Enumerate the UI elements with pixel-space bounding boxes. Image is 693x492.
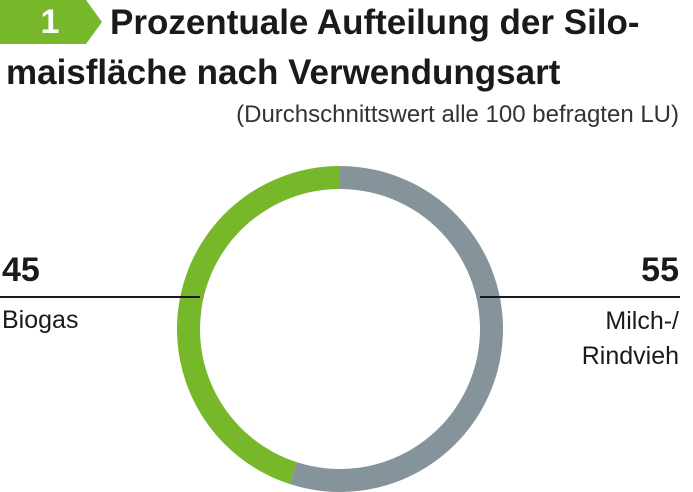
- donut-slice-milch-rindvieh: [289, 166, 503, 492]
- chart-title-line-1: Prozentuale Aufteilung der Silo-: [110, 3, 640, 42]
- biogas-value-label: 45: [2, 251, 40, 289]
- figure-number: 1: [40, 3, 60, 41]
- milch-rindvieh-label-line-2: Rindvieh: [581, 342, 679, 370]
- badge-arrow-shape: [0, 0, 102, 44]
- chart-title-line-2: maisfläche nach Verwendungsart: [6, 53, 561, 92]
- figure-number-badge: 1: [0, 0, 104, 44]
- donut-slice-biogas: [176, 166, 340, 485]
- chart-subtitle: (Durchschnittswert alle 100 befragten LU…: [236, 101, 679, 128]
- milch-rindvieh-category-label: Milch-/ Rindvieh: [479, 304, 679, 374]
- biogas-category-label: Biogas: [2, 306, 79, 334]
- milch-rindvieh-value-label: 55: [641, 251, 679, 289]
- milch-rindvieh-label-line-1: Milch-/: [605, 307, 679, 335]
